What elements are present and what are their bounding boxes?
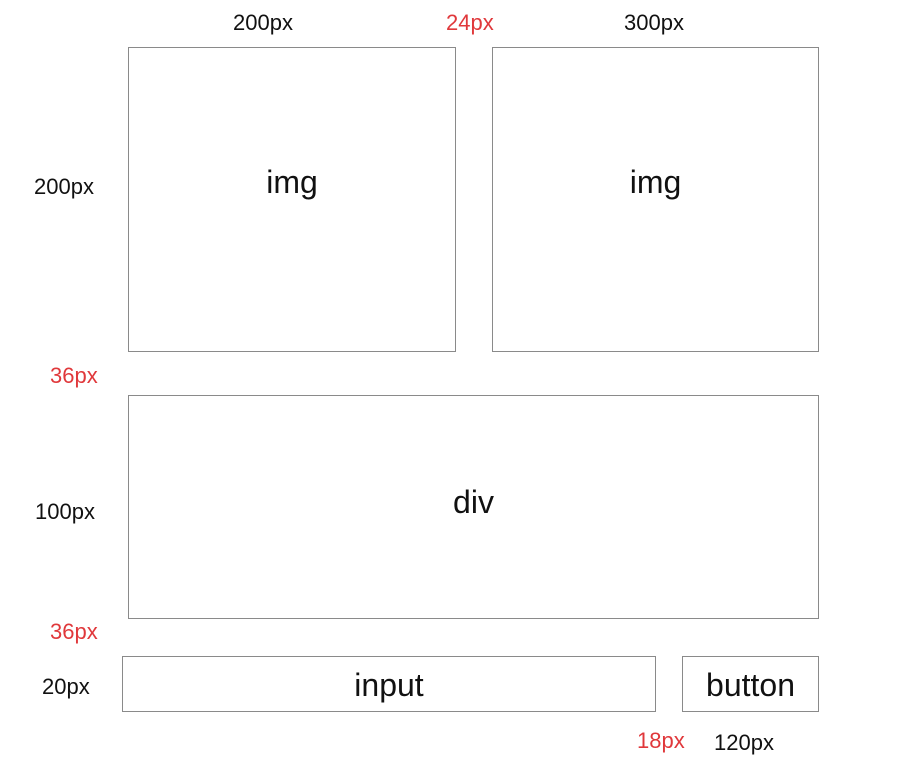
image-row-height-label: 200px (34, 174, 94, 199)
div-box: div (128, 395, 819, 619)
img1-width-label: 200px (233, 10, 293, 35)
img-box-1-label: img (266, 164, 318, 200)
img-box-2: img (492, 47, 819, 352)
img2-width-label: 300px (624, 10, 684, 35)
input-box-label: input (354, 667, 424, 703)
button-width-label: 120px (714, 730, 774, 755)
input-box: input (122, 656, 656, 712)
div-box-label: div (453, 484, 494, 520)
image-gap-label: 24px (446, 10, 494, 35)
button-box: button (682, 656, 819, 712)
gap-after-div-label: 36px (50, 619, 98, 644)
input-button-gap-label: 18px (637, 728, 685, 753)
img-box-2-label: img (629, 164, 682, 200)
input-row-height-label: 20px (42, 674, 90, 699)
img-box-1: img (128, 47, 456, 352)
button-box-label: button (706, 667, 795, 703)
gap-after-images-label: 36px (50, 363, 98, 388)
div-height-label: 100px (35, 499, 95, 524)
